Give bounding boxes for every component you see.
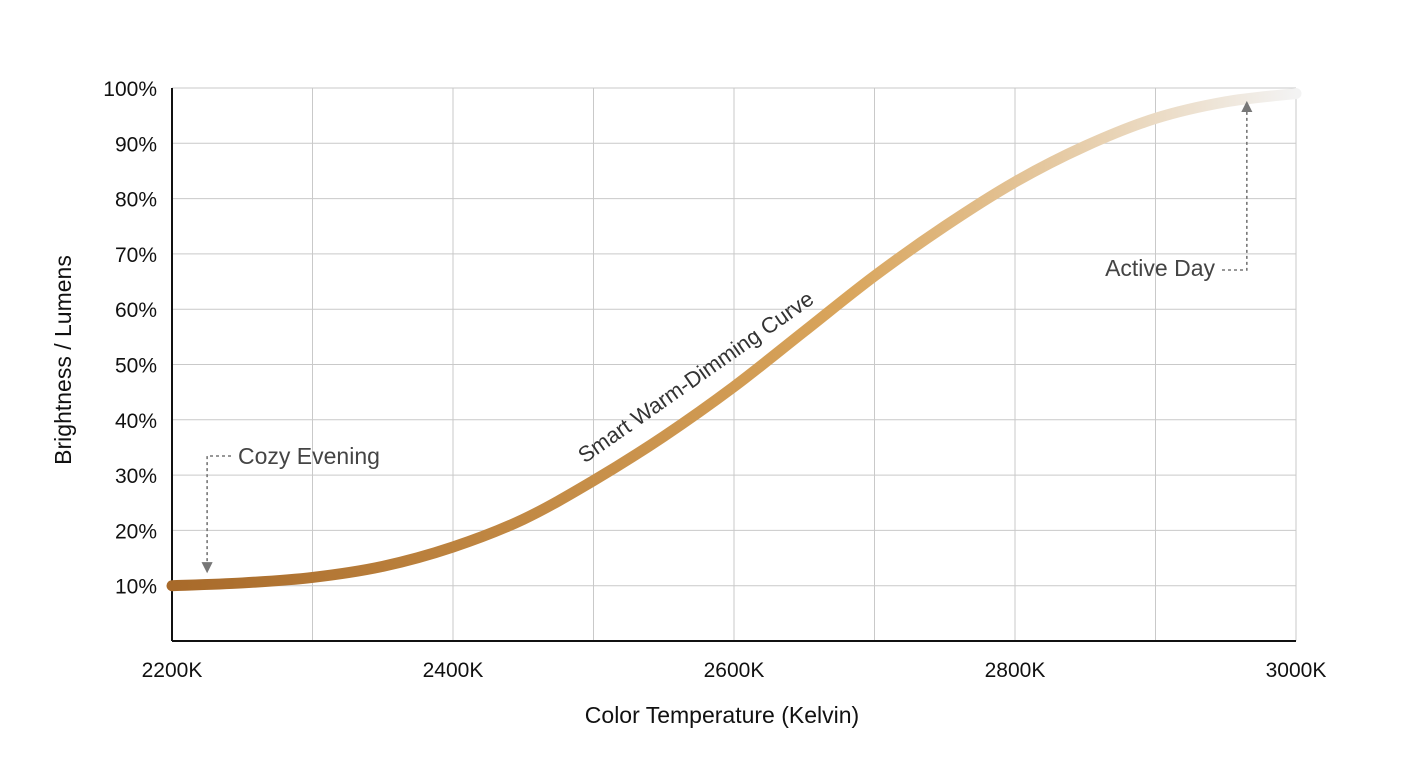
x-tick-label: 2400K (423, 659, 484, 682)
y-tick-label: 40% (115, 410, 157, 433)
active-day-leader (1222, 100, 1253, 271)
series-label: Smart Warm-Dimming Curve (573, 286, 818, 468)
grid (171, 87, 1297, 641)
x-tick-label: 2800K (985, 659, 1046, 682)
x-tick-label: 2200K (142, 659, 203, 682)
cozy-evening-leader (201, 455, 231, 574)
y-tick-label: 30% (115, 465, 157, 488)
x-tick-label: 3000K (1266, 659, 1327, 682)
active-day-label: Active Day (1105, 255, 1215, 281)
x-tick-label: 2600K (704, 659, 765, 682)
y-axis-title: Brightness / Lumens (50, 255, 76, 465)
y-tick-label: 60% (115, 299, 157, 322)
y-tick-label: 100% (103, 78, 157, 101)
y-tick-label: 10% (115, 576, 157, 599)
y-tick-label: 80% (115, 189, 157, 212)
annotations: Cozy Evening Active Day (201, 100, 1253, 574)
y-tick-label: 20% (115, 520, 157, 543)
x-axis-title: Color Temperature (Kelvin) (585, 702, 859, 728)
series-line (166, 88, 1302, 592)
y-tick-label: 70% (115, 244, 157, 267)
y-tick-label: 90% (115, 133, 157, 156)
axes (171, 88, 1296, 642)
y-tick-label: 50% (115, 355, 157, 378)
cozy-evening-label: Cozy Evening (238, 443, 380, 469)
tick-labels: 2200K 2400K 2600K 2800K 3000K 10% 20% 30% 40% 50%… (103, 78, 1326, 682)
